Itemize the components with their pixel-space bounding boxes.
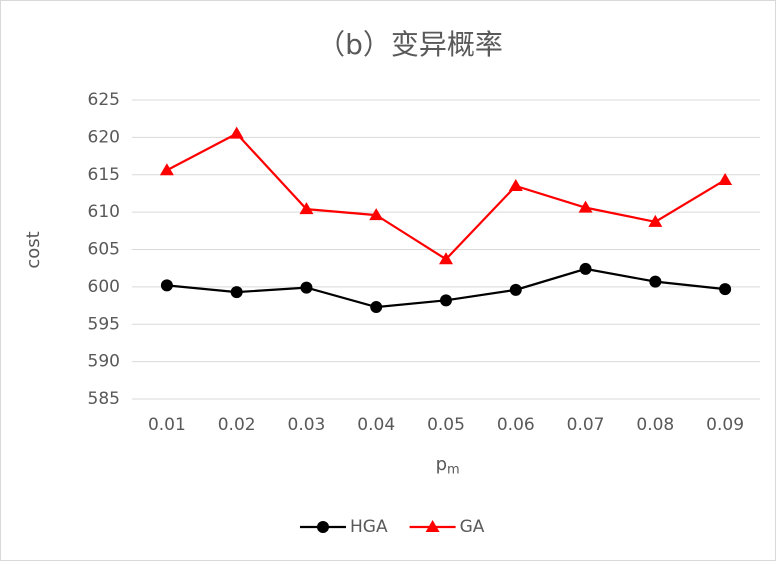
x-tick-label: 0.08 — [636, 415, 674, 435]
legend-label: HGA — [350, 517, 388, 537]
x-axis-label: p — [436, 454, 447, 475]
marker — [718, 172, 733, 185]
marker — [229, 126, 244, 139]
y-tick-label: 625 — [88, 90, 120, 110]
x-tick-label: 0.07 — [567, 415, 605, 435]
y-tick-label: 615 — [88, 165, 120, 185]
marker — [317, 521, 329, 533]
y-tick-label: 620 — [88, 127, 120, 147]
x-axis-label-sub: m — [447, 463, 460, 478]
marker — [159, 163, 174, 176]
marker — [579, 262, 592, 275]
marker — [578, 200, 593, 213]
y-tick-label: 585 — [88, 389, 120, 409]
marker — [370, 301, 383, 314]
marker — [425, 520, 440, 532]
x-tick-label: 0.04 — [357, 415, 395, 435]
x-tick-label: 0.03 — [288, 415, 326, 435]
marker — [439, 252, 453, 265]
marker — [508, 178, 523, 191]
x-tick-label: 0.09 — [706, 415, 744, 435]
x-tick-label: 0.06 — [497, 415, 535, 435]
y-tick-label: 600 — [88, 277, 120, 297]
x-tick-label: 0.01 — [148, 415, 186, 435]
marker — [648, 214, 663, 227]
y-tick-label: 605 — [88, 240, 120, 260]
marker — [299, 202, 314, 215]
legend-label: GA — [460, 517, 485, 537]
marker — [719, 283, 732, 296]
y-tick-label: 595 — [88, 314, 120, 334]
marker — [509, 283, 522, 296]
x-tick-label: 0.05 — [427, 415, 465, 435]
marker — [300, 281, 313, 294]
marker — [440, 294, 452, 307]
y-tick-label: 590 — [88, 352, 120, 372]
y-tick-label: 610 — [88, 202, 120, 222]
marker — [230, 286, 243, 299]
chart-title: （b）变异概率 — [317, 28, 503, 61]
marker — [369, 208, 384, 221]
marker — [649, 275, 662, 288]
x-tick-label: 0.02 — [218, 415, 256, 435]
marker — [160, 279, 173, 292]
y-axis-label: cost — [23, 231, 44, 268]
